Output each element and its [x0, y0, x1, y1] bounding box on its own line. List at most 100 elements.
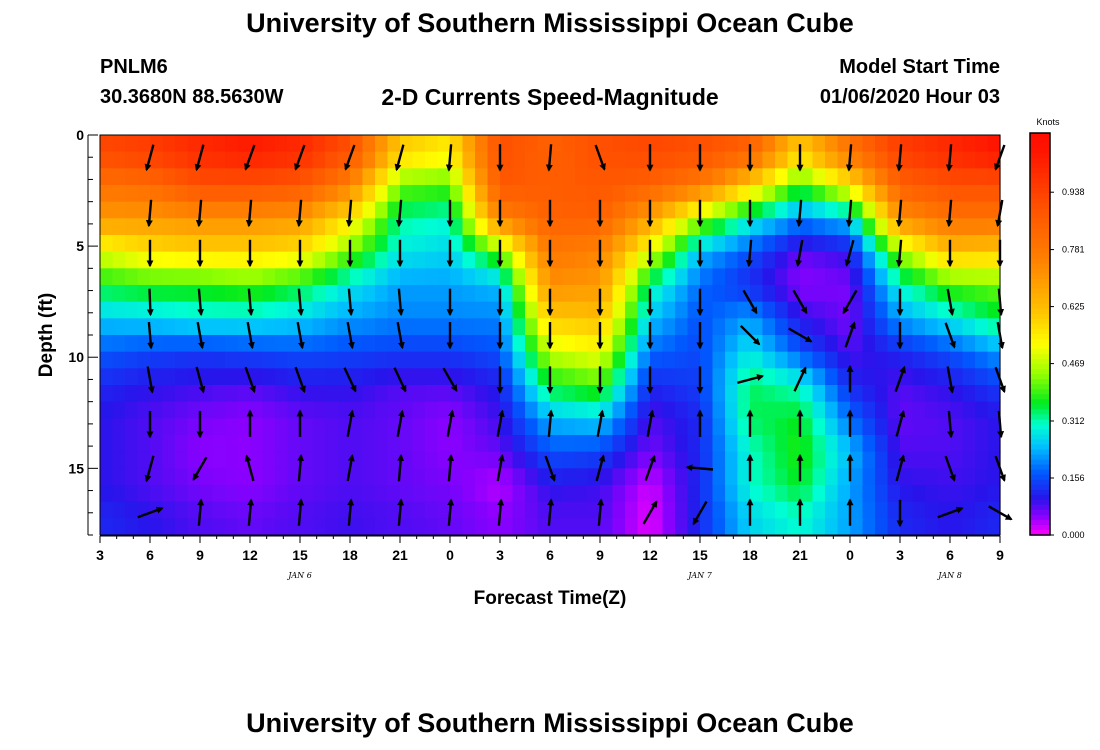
- heatmap-cell: [500, 135, 514, 153]
- colorbar-segment: [1030, 263, 1050, 270]
- heatmap-cell: [962, 485, 976, 503]
- heatmap-cell: [500, 151, 514, 169]
- heatmap-cell: [462, 251, 476, 269]
- colorbar-segment: [1030, 434, 1050, 441]
- heatmap-cell: [862, 185, 876, 203]
- heatmap-cell: [637, 168, 651, 186]
- heatmap-cell: [962, 518, 976, 536]
- heatmap-cell: [925, 135, 939, 153]
- heatmap-cell: [325, 218, 339, 236]
- heatmap-cell: [450, 518, 464, 536]
- heatmap-cell: [912, 151, 926, 169]
- heatmap-cell: [637, 218, 651, 236]
- heatmap-cell: [575, 351, 589, 369]
- heatmap-cell: [100, 401, 114, 419]
- heatmap-cell: [337, 301, 351, 319]
- heatmap-cell: [737, 501, 751, 519]
- heatmap-cell: [300, 368, 314, 386]
- heatmap-cell: [312, 435, 326, 453]
- colorbar-segment: [1030, 178, 1050, 184]
- heatmap-cell: [662, 285, 676, 303]
- heatmap-cell: [775, 401, 789, 419]
- heatmap-cell: [137, 518, 151, 536]
- current-arrow: [944, 322, 956, 349]
- heatmap-cell: [250, 151, 264, 169]
- heatmap-cell: [837, 518, 851, 536]
- heatmap-cell: [112, 468, 126, 486]
- colorbar-segment: [1030, 349, 1050, 355]
- heatmap-cell: [425, 518, 439, 536]
- heatmap-cell: [375, 501, 389, 519]
- heatmap-cell: [112, 301, 126, 319]
- heatmap-cell: [275, 151, 289, 169]
- heatmap-cell: [100, 501, 114, 519]
- heatmap-cell: [575, 368, 589, 386]
- heatmap-cell: [437, 135, 451, 153]
- heatmap-cell: [412, 385, 426, 403]
- heatmap-cell: [887, 235, 901, 253]
- heatmap-cell: [687, 285, 701, 303]
- heatmap-cell: [675, 401, 689, 419]
- heatmap-cell: [250, 435, 264, 453]
- heatmap-cell: [475, 218, 489, 236]
- heatmap-cell: [387, 468, 401, 486]
- heatmap-cell: [650, 468, 664, 486]
- heatmap-cell: [537, 518, 551, 536]
- heatmap-cell: [937, 518, 951, 536]
- heatmap-cell: [975, 301, 989, 319]
- colorbar-segment: [1030, 173, 1050, 179]
- heatmap-cell: [387, 168, 401, 186]
- heatmap-cell: [125, 335, 139, 353]
- heatmap-cell: [950, 168, 964, 186]
- heatmap-cell: [800, 235, 814, 253]
- heatmap-cell: [362, 501, 376, 519]
- heatmap-cell: [887, 351, 901, 369]
- heatmap-cell: [187, 351, 201, 369]
- heatmap-cell: [225, 318, 239, 336]
- heatmap-cell: [762, 268, 776, 286]
- heatmap-cell: [425, 501, 439, 519]
- heatmap-cell: [725, 518, 739, 536]
- heatmap-cell: [875, 168, 889, 186]
- heatmap-cell: [712, 301, 726, 319]
- heatmap-cell: [937, 385, 951, 403]
- heatmap-cell: [175, 185, 189, 203]
- heatmap-cell: [650, 368, 664, 386]
- heatmap-cell: [162, 201, 176, 219]
- current-arrow: [947, 410, 955, 439]
- heatmap-cell: [787, 235, 801, 253]
- heatmap-cell: [875, 418, 889, 436]
- heatmap-cell: [125, 268, 139, 286]
- y-tick-label: 10: [68, 349, 84, 365]
- heatmap-cell: [850, 368, 864, 386]
- heatmap-cell: [637, 418, 651, 436]
- heatmap-cell: [225, 451, 239, 469]
- x-tick-label: 6: [946, 547, 954, 563]
- heatmap-cell: [612, 418, 626, 436]
- heatmap-cell: [137, 268, 151, 286]
- heatmap-cell: [500, 268, 514, 286]
- heatmap-cell: [587, 168, 601, 186]
- heatmap-cell: [587, 185, 601, 203]
- current-arrow: [146, 366, 155, 394]
- heatmap-cell: [925, 301, 939, 319]
- heatmap-cell: [150, 268, 164, 286]
- current-arrow: [547, 409, 555, 437]
- heatmap-cell: [587, 451, 601, 469]
- heatmap-cell: [325, 468, 339, 486]
- heatmap-cell: [200, 268, 214, 286]
- current-arrow: [347, 288, 355, 317]
- heatmap-cell: [962, 318, 976, 336]
- heatmap-cell: [462, 401, 476, 419]
- heatmap-cell: [687, 401, 701, 419]
- x-tick-label: 6: [146, 547, 154, 563]
- heatmap-cell: [512, 235, 526, 253]
- heatmap-cell: [325, 235, 339, 253]
- heatmap-cell: [925, 518, 939, 536]
- heatmap-cell: [275, 268, 289, 286]
- heatmap-cell: [387, 185, 401, 203]
- heatmap-cell: [900, 485, 914, 503]
- heatmap-cell: [312, 235, 326, 253]
- heatmap-cell: [287, 451, 301, 469]
- heatmap-cell: [712, 501, 726, 519]
